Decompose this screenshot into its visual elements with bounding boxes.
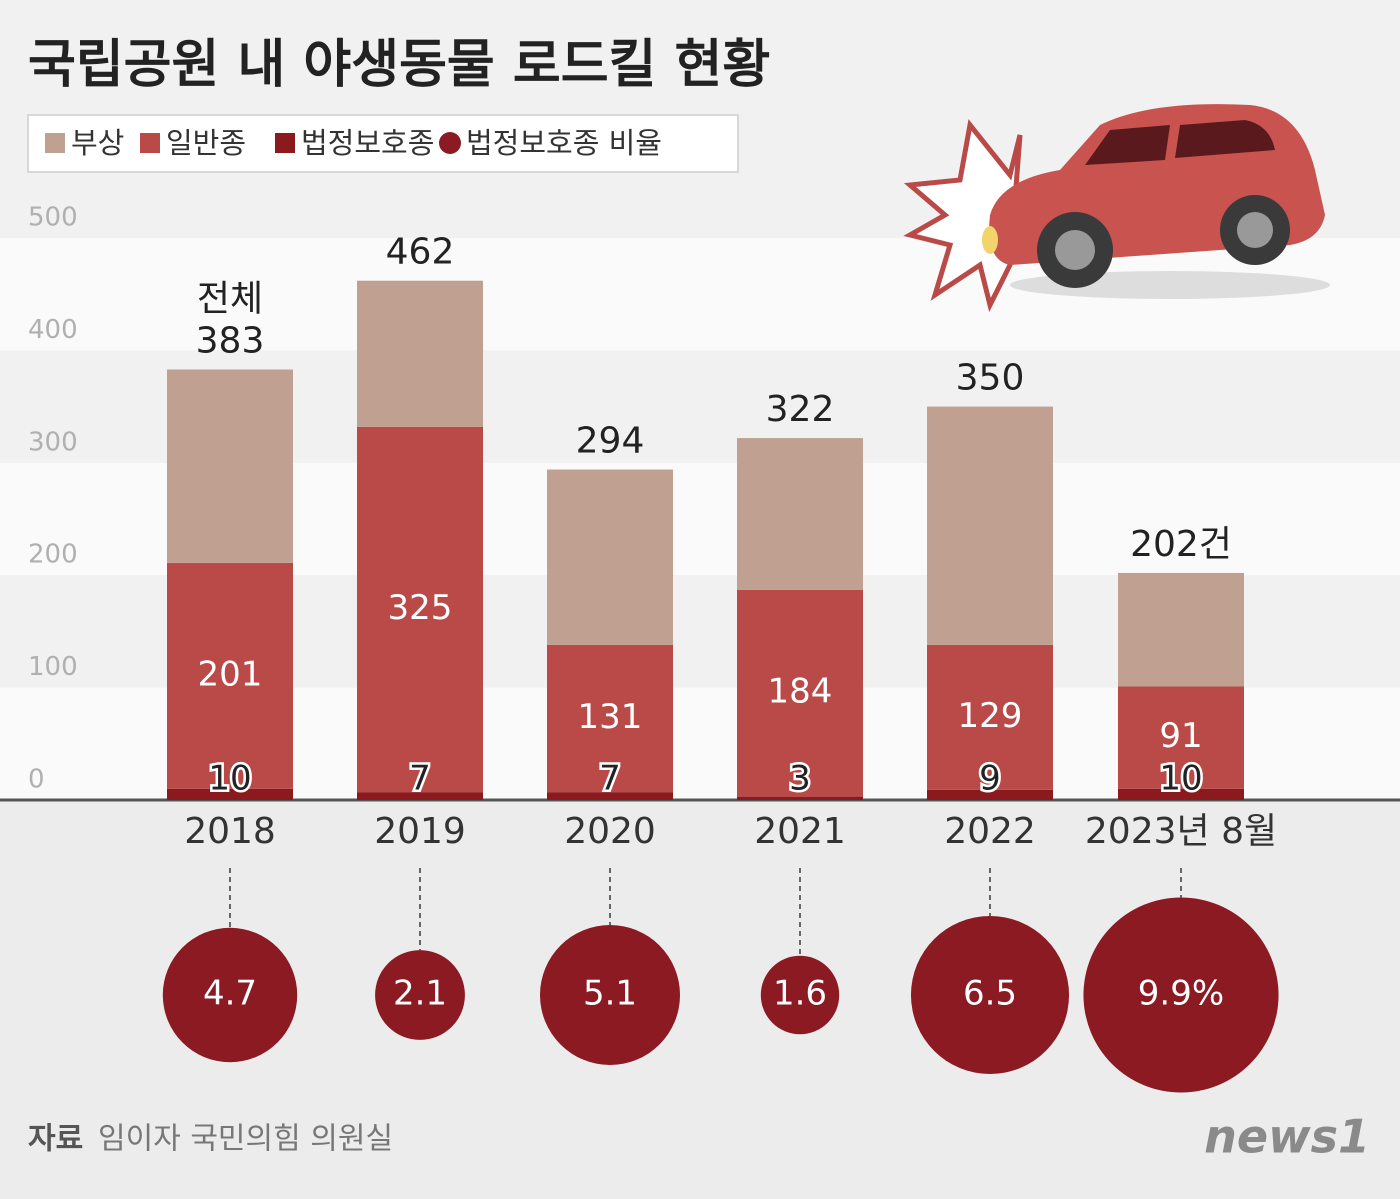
- total-label: 383: [196, 321, 265, 362]
- legend-label: 부상: [71, 126, 124, 160]
- ratio-bubble: [162, 927, 298, 1063]
- ratio-bubble: [1083, 897, 1279, 1093]
- ratio-label: 1.6: [773, 974, 827, 1014]
- logo: news1: [1204, 1110, 1370, 1164]
- y-tick-label: 400: [28, 315, 78, 345]
- data-label: 325: [388, 588, 453, 628]
- bar-segment: [927, 406, 1053, 645]
- ratio-label: 4.7: [203, 974, 257, 1014]
- ratio-label: 5.1: [583, 974, 637, 1014]
- bar-segment: [547, 792, 673, 800]
- y-tick-label: 100: [28, 652, 78, 682]
- bar-segment: [927, 789, 1053, 800]
- x-tick-label: 2021: [754, 811, 846, 852]
- legend: 부상 일반종 법정보호종 법정보호종 비율: [45, 126, 662, 160]
- legend-swatch: [275, 133, 295, 153]
- data-label: 3: [789, 759, 811, 799]
- bar-segment: [547, 644, 673, 793]
- car-illustration: [903, 104, 1330, 313]
- x-tick-label: 2022: [944, 811, 1036, 852]
- bar-segment: [167, 788, 293, 800]
- car-window: [1085, 125, 1170, 165]
- y-tick-label: 300: [28, 427, 78, 457]
- data-label: 10: [208, 759, 251, 799]
- bar-segment: [1118, 572, 1244, 687]
- bar-segment: [547, 469, 673, 645]
- y-tick-label: 500: [28, 203, 78, 233]
- bar-segment: [737, 796, 863, 800]
- total-label: 350: [956, 358, 1025, 399]
- total-label: 294: [576, 421, 645, 462]
- bar-segment: [927, 644, 1053, 790]
- bar-segment: [357, 280, 483, 427]
- bar-segment: [167, 369, 293, 563]
- data-label: 7: [409, 759, 431, 799]
- total-label: 202건: [1130, 524, 1232, 565]
- x-tick-label: 2023년 8월: [1085, 811, 1277, 852]
- bar-segment: [357, 426, 483, 793]
- legend-swatch: [45, 133, 65, 153]
- bar-segment: [1118, 686, 1244, 789]
- legend-label: 법정보호종 비율: [466, 126, 662, 160]
- legend-swatch: [439, 132, 461, 154]
- data-label: 184: [768, 672, 833, 712]
- car-hub: [1237, 212, 1273, 248]
- total-label: 462: [386, 232, 455, 273]
- x-tick-label: 2020: [564, 811, 656, 852]
- bar-segment: [357, 792, 483, 800]
- chart-title: 국립공원 내 야생동물 로드킬 현황: [28, 35, 770, 95]
- legend-label: 일반종: [166, 126, 246, 160]
- data-label: 91: [1159, 716, 1202, 756]
- car-window: [1175, 120, 1275, 158]
- car-headlight: [982, 226, 998, 254]
- ratio-bubble: [539, 924, 681, 1066]
- legend-label: 법정보호종: [301, 126, 434, 160]
- x-tick-label: 2018: [184, 811, 276, 852]
- source: 임이자 국민의힘 의원실: [98, 1122, 393, 1157]
- bar-segment: [737, 589, 863, 797]
- source-label: 자료: [28, 1122, 83, 1157]
- car-hub: [1055, 230, 1095, 270]
- data-label: 201: [198, 654, 263, 694]
- data-label: 129: [958, 696, 1023, 736]
- ratio-bubble: [910, 915, 1070, 1075]
- data-label: 7: [599, 759, 621, 799]
- ratio-bubble: [760, 955, 840, 1035]
- total-caption: 전체: [197, 279, 263, 320]
- bar-segment: [1118, 788, 1244, 800]
- total-label: 322: [766, 389, 835, 430]
- data-label: 131: [578, 697, 643, 737]
- ratio-label: 2.1: [393, 974, 447, 1014]
- y-tick-label: 200: [28, 540, 78, 570]
- y-tick-label: 0: [28, 765, 45, 795]
- ratio-bubble: [375, 950, 465, 1040]
- bar-segment: [167, 562, 293, 789]
- crash-burst: [903, 119, 1023, 313]
- bar-segment: [737, 438, 863, 590]
- x-tick-label: 2019: [374, 811, 466, 852]
- data-label: 9: [979, 759, 1001, 799]
- ratio-label: 6.5: [963, 974, 1017, 1014]
- ratio-label: 9.9%: [1138, 974, 1224, 1014]
- data-label: 10: [1159, 759, 1202, 799]
- legend-swatch: [140, 133, 160, 153]
